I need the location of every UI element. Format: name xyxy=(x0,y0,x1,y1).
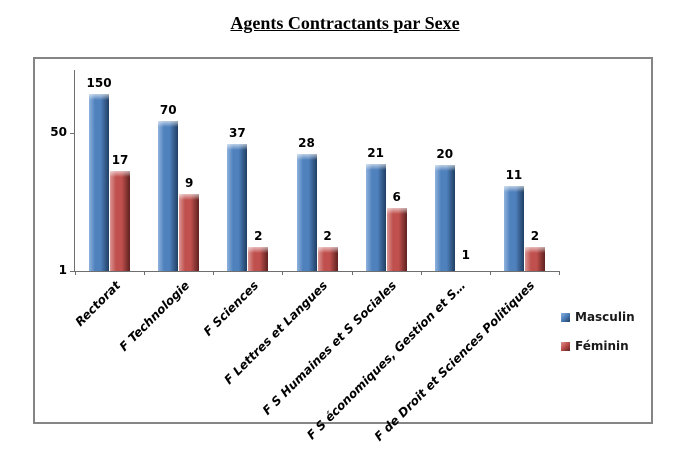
feminin-legend-label: Féminin xyxy=(575,339,629,353)
x-axis-tick xyxy=(420,271,422,275)
bar-masculin-f-s-e-conomiques-gestion-et- xyxy=(434,165,455,271)
bar-top-bevel xyxy=(248,247,269,253)
value-label-masculin-f-s-humaines-et-s-sociales: 21 xyxy=(367,146,384,160)
value-label-fe-minin-f-sciences: 2 xyxy=(254,229,263,243)
bar-top-bevel xyxy=(503,186,524,192)
bar-masculin-f-sciences xyxy=(227,144,248,271)
bar-top-bevel xyxy=(524,247,545,253)
value-label-fe-minin-f-s-humaines-et-s-sociales: 6 xyxy=(392,190,401,204)
bar-top-bevel xyxy=(227,144,248,150)
bar-masculin-f-de-droit-et-sciences-polit xyxy=(503,186,524,271)
bar-fe-minin-rectorat xyxy=(110,171,131,271)
bar-top-bevel xyxy=(386,208,407,214)
x-axis-tick xyxy=(351,271,353,275)
bar-fe-minin-f-sciences xyxy=(248,247,269,271)
chart-frame xyxy=(33,57,653,424)
bar-masculin-rectorat xyxy=(89,94,110,271)
value-label-masculin-f-sciences: 37 xyxy=(228,126,246,140)
value-label-fe-minin-f-de-droit-et-sciences-polit: 2 xyxy=(530,229,540,243)
bar-masculin-f-lettres-et-langues xyxy=(296,154,317,271)
value-label-masculin-f-s-e-conomiques-gestion-et-: 20 xyxy=(436,147,454,161)
bar-top-bevel xyxy=(317,247,338,253)
legend-item-feminin: Féminin xyxy=(561,339,635,353)
value-label-masculin-rectorat: 150 xyxy=(86,76,112,90)
bar-masculin-f-technologie xyxy=(158,121,179,271)
y-axis-tick xyxy=(70,270,75,272)
bar-fe-minin-f-technologie xyxy=(179,194,200,271)
bar-top-bevel xyxy=(110,171,131,177)
chart-title: Agents Contractants par Sexe xyxy=(230,13,460,33)
masculin-legend-marker xyxy=(561,312,570,322)
bar-top-bevel xyxy=(158,121,179,127)
x-axis-tick xyxy=(74,271,76,275)
bar-fe-minin-f-lettres-et-langues xyxy=(317,247,338,271)
legend-item-masculin: Masculin xyxy=(561,310,635,324)
value-label-masculin-f-lettres-et-langues: 28 xyxy=(298,136,315,150)
value-label-fe-minin-rectorat: 17 xyxy=(111,153,129,167)
bar-top-bevel xyxy=(365,164,386,170)
bar-top-bevel xyxy=(89,94,110,100)
legend: Masculin Féminin xyxy=(561,310,635,353)
x-axis-tick xyxy=(143,271,145,275)
plot-area: 150 17 Rectorat 70 9 F Technologie 37 2 F Scienc… xyxy=(50,70,560,444)
x-axis-tick xyxy=(281,271,283,275)
y-axis-label-50: 50 xyxy=(50,125,67,140)
x-axis-tick xyxy=(212,271,214,275)
bar-top-bevel xyxy=(296,154,317,160)
bar-fe-minin-f-de-droit-et-sciences-polit xyxy=(524,247,545,271)
y-axis-tick xyxy=(70,132,75,134)
masculin-legend-label: Masculin xyxy=(575,310,635,324)
value-label-masculin-f-de-droit-et-sciences-polit: 11 xyxy=(505,168,523,182)
feminin-legend-marker xyxy=(561,341,570,351)
value-label-fe-minin-f-lettres-et-langues: 2 xyxy=(323,229,332,243)
value-label-masculin-f-technologie: 70 xyxy=(159,103,177,117)
x-axis-tick xyxy=(558,271,560,275)
y-axis-label-1: 1 xyxy=(58,263,67,277)
bar-fe-minin-f-s-humaines-et-s-sociales xyxy=(386,208,407,271)
value-label-fe-minin-f-technologie: 9 xyxy=(185,176,194,190)
bar-masculin-f-s-humaines-et-s-sociales xyxy=(365,164,386,271)
bar-top-bevel xyxy=(179,194,200,200)
x-axis-tick xyxy=(489,271,491,275)
value-label-fe-minin-f-s-e-conomiques-gestion-et-: 1 xyxy=(461,248,470,262)
bar-top-bevel xyxy=(434,165,455,171)
